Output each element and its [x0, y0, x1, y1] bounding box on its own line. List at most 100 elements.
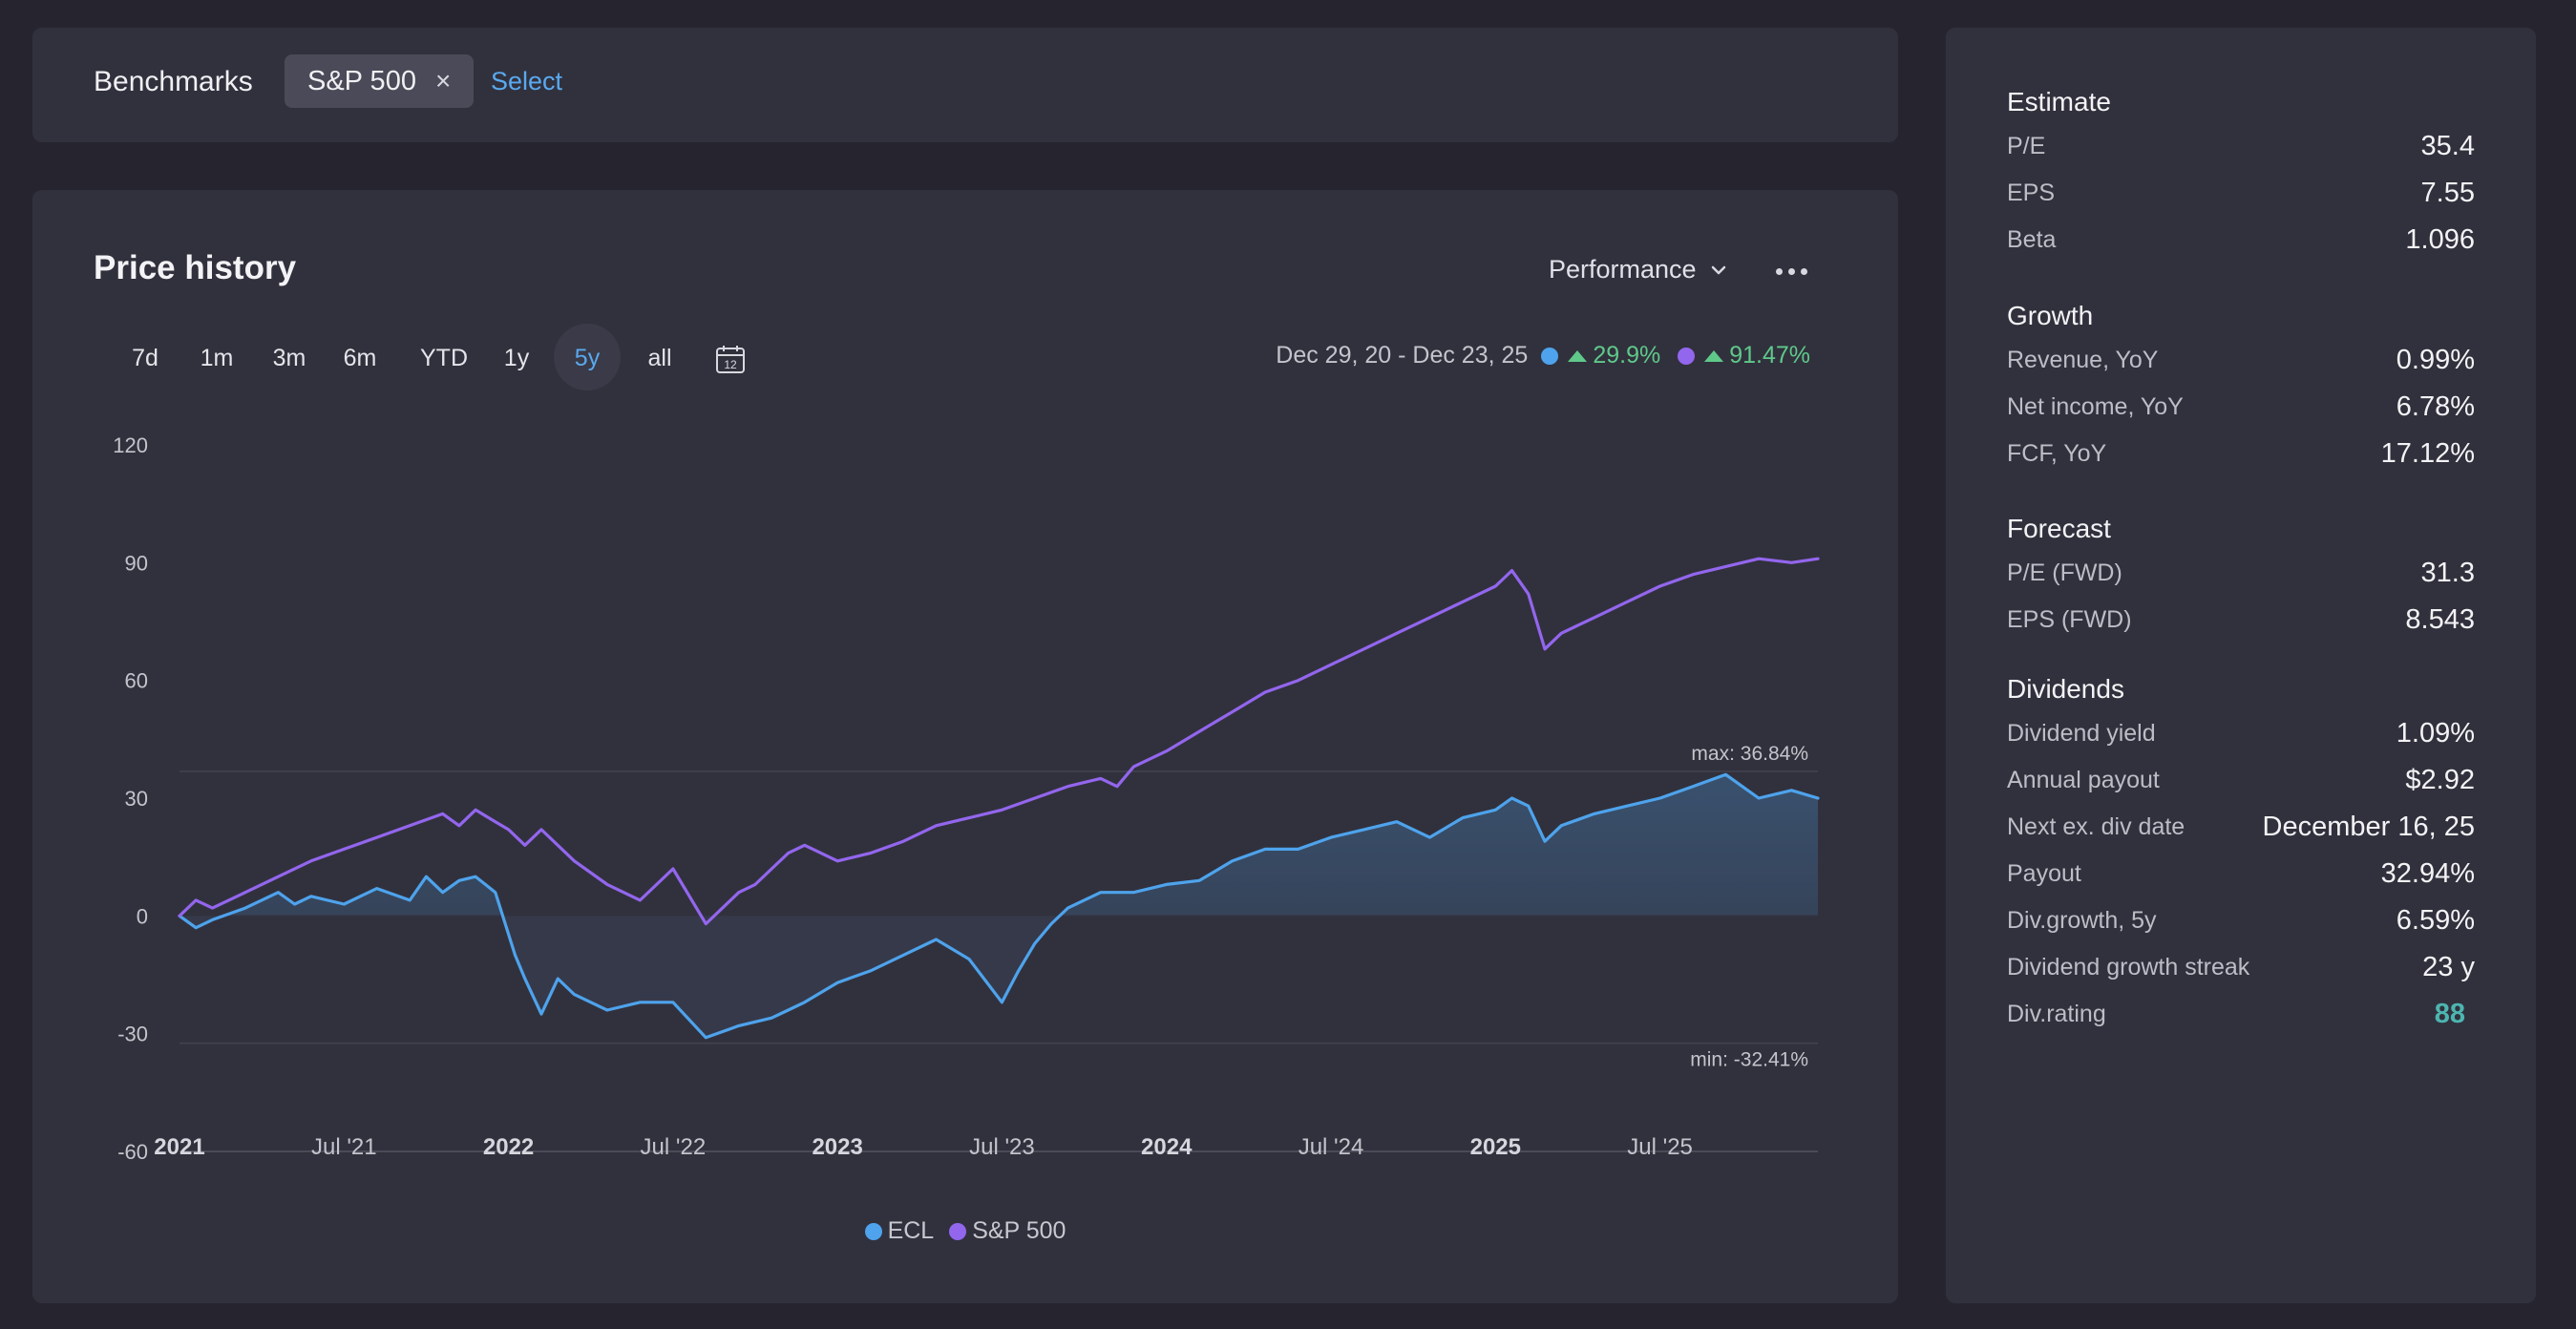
- x-tick-label: 2024: [1141, 1134, 1193, 1160]
- x-tick-label: Jul '24: [1299, 1134, 1364, 1160]
- benchmark-chip-label: S&P 500: [307, 65, 416, 96]
- legend-label-ecl: ECL: [887, 1217, 935, 1244]
- performance-dropdown[interactable]: Performance: [1549, 255, 1727, 285]
- metric-label: Dividend yield: [2007, 720, 2156, 747]
- section-forecast: Forecast P/E (FWD) 31.3 EPS (FWD) 8.543: [2007, 508, 2475, 643]
- metric-label: P/E (FWD): [2007, 559, 2122, 586]
- range-7d[interactable]: 7d: [132, 345, 158, 371]
- chart-legend: ECL S&P 500: [32, 1217, 1898, 1245]
- y-tick-label: 0: [137, 904, 148, 928]
- y-tick-label: -60: [117, 1140, 148, 1164]
- metric-value: 6.59%: [2396, 905, 2475, 936]
- price-history-chart[interactable]: 120 90 60 30 0 -30 -60 max: 36.84% min: -32.41% 2…: [32, 190, 1898, 1202]
- metric-row: Net income, YoY 6.78%: [2007, 384, 2475, 431]
- metric-value: 0.99%: [2396, 345, 2475, 375]
- ecl-area-positive: [226, 774, 1818, 915]
- sp500-change-value: 91.47%: [1729, 342, 1810, 369]
- metric-value: 1.096: [2405, 224, 2475, 255]
- sp500-dot: [1678, 347, 1696, 365]
- svg-text:12: 12: [724, 358, 737, 371]
- metric-value: 35.4: [2420, 131, 2475, 161]
- metric-label: Div.rating: [2007, 1001, 2106, 1027]
- metric-row: Dividend yield 1.09%: [2007, 710, 2475, 757]
- more-icon[interactable]: [1776, 268, 1807, 275]
- metric-row: Annual payout $2.92: [2007, 757, 2475, 804]
- metric-value: 32.94%: [2380, 858, 2475, 889]
- section-estimate: Estimate P/E 35.4 EPS 7.55 Beta 1.096: [2007, 81, 2475, 264]
- metric-row: Div.growth, 5y 6.59%: [2007, 897, 2475, 944]
- legend-label-sp500: S&P 500: [972, 1217, 1066, 1244]
- sp500-change: 91.47%: [1704, 342, 1810, 369]
- price-history-panel: Price history Performance 7d 1m 3m 6m YT…: [32, 190, 1898, 1303]
- ecl-change-value: 29.9%: [1593, 342, 1661, 369]
- div-rating-value[interactable]: 88: [2434, 999, 2465, 1029]
- section-title: Growth: [2007, 301, 2094, 330]
- range-ytd[interactable]: YTD: [420, 345, 468, 371]
- range-3m[interactable]: 3m: [272, 345, 306, 371]
- metric-label: Next ex. div date: [2007, 813, 2185, 840]
- legend-item-sp500[interactable]: S&P 500: [949, 1217, 1066, 1245]
- metric-label: Beta: [2007, 226, 2057, 253]
- div-rating-row: Div.rating 88: [2007, 991, 2475, 1038]
- key-metrics-panel: Estimate P/E 35.4 EPS 7.55 Beta 1.096 Growt…: [1946, 28, 2536, 1303]
- close-icon[interactable]: ×: [434, 66, 452, 95]
- metric-label: Dividend growth streak: [2007, 954, 2250, 981]
- x-tick-label: Jul '22: [641, 1134, 707, 1160]
- metric-row: P/E (FWD) 31.3: [2007, 550, 2475, 597]
- metric-value: 17.12%: [2380, 438, 2475, 469]
- y-tick-label: 90: [125, 551, 148, 575]
- metric-value: 31.3: [2420, 558, 2475, 588]
- metric-row: Dividend growth streak 23 y: [2007, 944, 2475, 991]
- metric-row: Payout 32.94%: [2007, 851, 2475, 897]
- legend-item-ecl[interactable]: ECL: [864, 1217, 935, 1245]
- metric-label: Annual payout: [2007, 767, 2160, 793]
- ecl-area-negative: [179, 915, 1818, 1038]
- metric-value: 7.55: [2420, 178, 2475, 208]
- metric-row: Beta 1.096: [2007, 217, 2475, 264]
- sp500-legend-dot: [949, 1222, 967, 1240]
- metric-label: Div.growth, 5y: [2007, 907, 2157, 934]
- active-range-highlight: [554, 324, 621, 390]
- metric-value: December 16, 25: [2262, 812, 2475, 842]
- metric-value: 8.543: [2405, 604, 2475, 635]
- metric-value: 23 y: [2422, 952, 2475, 982]
- page-title: Price history: [94, 249, 297, 286]
- range-6m[interactable]: 6m: [343, 345, 377, 371]
- series-line-sp500: [178, 557, 1820, 926]
- metric-label: FCF, YoY: [2007, 440, 2107, 467]
- calendar-icon[interactable]: 12: [715, 344, 746, 374]
- date-range: Dec 29, 20 - Dec 23, 25: [1276, 342, 1529, 369]
- metric-row: P/E 35.4: [2007, 123, 2475, 170]
- metric-value: 6.78%: [2396, 391, 2475, 422]
- up-triangle-icon: [1568, 349, 1588, 362]
- metric-row: Next ex. div date December 16, 25: [2007, 804, 2475, 851]
- metric-label: Payout: [2007, 860, 2081, 887]
- ecl-legend-dot: [864, 1222, 882, 1240]
- chevron-down-icon: [1711, 265, 1725, 274]
- x-tick-label: Jul '21: [311, 1134, 377, 1160]
- metric-value: 1.09%: [2396, 718, 2475, 749]
- range-1m[interactable]: 1m: [200, 345, 234, 371]
- x-tick-label: 2023: [812, 1134, 862, 1160]
- section-growth: Growth Revenue, YoY 0.99% Net income, YoY…: [2007, 295, 2475, 477]
- x-tick-label: 2021: [154, 1134, 204, 1160]
- performance-dropdown-label: Performance: [1549, 255, 1697, 284]
- y-tick-label: -30: [117, 1023, 148, 1046]
- section-dividends: Dividends Dividend yield 1.09% Annual pay…: [2007, 668, 2475, 1038]
- metric-label: EPS (FWD): [2007, 606, 2132, 633]
- y-tick-label: 120: [113, 433, 148, 457]
- range-5y[interactable]: 5y: [574, 345, 601, 371]
- section-title: Forecast: [2007, 514, 2111, 543]
- range-all[interactable]: all: [647, 345, 672, 371]
- ecl-change: 29.9%: [1568, 342, 1660, 369]
- range-1y[interactable]: 1y: [503, 345, 530, 371]
- x-tick-label: 2025: [1470, 1134, 1521, 1160]
- benchmarks-label: Benchmarks: [94, 66, 253, 97]
- max-label: max: 36.84%: [1691, 743, 1808, 765]
- metric-label: Net income, YoY: [2007, 393, 2184, 420]
- benchmark-chip-sp500[interactable]: S&P 500 ×: [285, 54, 475, 108]
- select-benchmark-button[interactable]: Select: [491, 67, 563, 95]
- benchmarks-panel: Benchmarks S&P 500 × Select: [32, 28, 1898, 142]
- up-triangle-icon: [1704, 349, 1724, 362]
- x-tick-label: Jul '23: [969, 1134, 1035, 1160]
